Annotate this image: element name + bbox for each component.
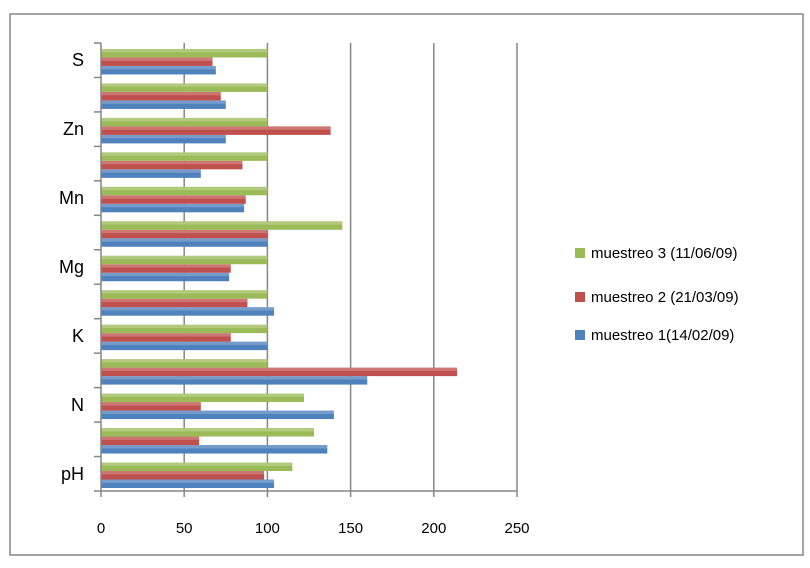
bar-cat9-series-2 bbox=[101, 160, 243, 170]
axes: 0 50 100 150 200 250 pH N K Mg Mn Zn S bbox=[59, 42, 530, 537]
y-tick-label-Mn: Mn bbox=[59, 188, 84, 208]
bar-K-series-1 bbox=[101, 341, 268, 351]
x-tick-label-0: 0 bbox=[97, 520, 105, 537]
x-tick-label-200: 200 bbox=[421, 520, 446, 537]
y-tick-label-N: N bbox=[71, 395, 84, 415]
bar-cat7-series-3 bbox=[101, 221, 343, 230]
legend-label: muestreo 3 (11/06/09) bbox=[591, 245, 737, 262]
bar-Mn-series-3 bbox=[101, 186, 268, 196]
bar-cat5-series-2 bbox=[101, 298, 248, 308]
legend-item-1: muestreo 1(14/02/09) bbox=[575, 327, 734, 344]
legend-swatch bbox=[575, 292, 585, 302]
x-tick-label-100: 100 bbox=[255, 520, 280, 537]
bar-cat11-series-3 bbox=[101, 83, 268, 92]
bar-cat9-series-1 bbox=[101, 169, 201, 178]
bar-S-series-1 bbox=[101, 65, 216, 75]
bar-Mg-series-3 bbox=[101, 255, 268, 265]
bar-N-series-3 bbox=[101, 393, 305, 403]
bar-cat11-series-2 bbox=[101, 91, 221, 101]
bar-Zn-series-1 bbox=[101, 134, 226, 144]
bar-Mn-series-2 bbox=[101, 195, 246, 204]
legend-swatch bbox=[575, 248, 585, 258]
bar-cat3-series-1 bbox=[101, 376, 368, 385]
bar-cat3-series-2 bbox=[101, 367, 458, 377]
bar-N-series-1 bbox=[101, 410, 334, 420]
bars bbox=[101, 48, 458, 488]
legend-swatch bbox=[575, 330, 585, 340]
bar-cat3-series-3 bbox=[101, 359, 268, 368]
bar-Mn-series-1 bbox=[101, 203, 245, 213]
y-tick-label-Zn: Zn bbox=[63, 119, 84, 139]
y-tick-label-K: K bbox=[72, 326, 84, 346]
bar-cat9-series-3 bbox=[101, 152, 268, 161]
legend-item-3: muestreo 3 (11/06/09) bbox=[575, 245, 737, 262]
bar-Zn-series-2 bbox=[101, 126, 331, 135]
bar-cat1-series-2 bbox=[101, 436, 200, 446]
bar-N-series-2 bbox=[101, 402, 201, 411]
bar-Mg-series-1 bbox=[101, 272, 230, 282]
bar-K-series-2 bbox=[101, 333, 231, 342]
x-tick-label-150: 150 bbox=[338, 520, 363, 537]
bar-cat5-series-1 bbox=[101, 307, 275, 316]
bar-Mg-series-2 bbox=[101, 264, 231, 273]
y-tick-label-pH: pH bbox=[61, 464, 84, 484]
bar-cat5-series-3 bbox=[101, 290, 268, 299]
bar-S-series-2 bbox=[101, 57, 213, 66]
bar-cat1-series-1 bbox=[101, 445, 328, 454]
bar-pH-series-3 bbox=[101, 462, 293, 471]
bar-cat7-series-2 bbox=[101, 229, 268, 239]
y-tick-label-Mg: Mg bbox=[59, 257, 84, 277]
x-tick-label-50: 50 bbox=[176, 520, 193, 537]
bar-S-series-3 bbox=[101, 48, 268, 58]
legend-label: muestreo 1(14/02/09) bbox=[591, 327, 734, 344]
bar-cat7-series-1 bbox=[101, 238, 268, 247]
bar-cat1-series-3 bbox=[101, 428, 314, 437]
bar-cat11-series-1 bbox=[101, 100, 226, 109]
legend-item-2: muestreo 2 (21/03/09) bbox=[575, 289, 739, 306]
bar-pH-series-2 bbox=[101, 471, 265, 480]
bar-Zn-series-3 bbox=[101, 117, 268, 127]
bar-K-series-3 bbox=[101, 324, 268, 334]
bar-pH-series-1 bbox=[101, 479, 275, 488]
legend: muestreo 3 (11/06/09) muestreo 2 (21/03/0… bbox=[575, 245, 739, 344]
y-tick-label-S: S bbox=[72, 50, 84, 70]
x-tick-label-250: 250 bbox=[504, 520, 529, 537]
legend-label: muestreo 2 (21/03/09) bbox=[591, 289, 739, 306]
